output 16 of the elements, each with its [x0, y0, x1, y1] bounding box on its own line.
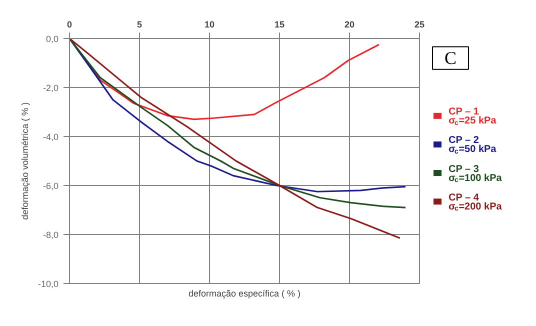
- y-axis-title: deformação volumétrica ( % ): [20, 102, 30, 220]
- y-tick-label: 0,0: [46, 34, 59, 44]
- y-tick-label: -6,0: [42, 181, 59, 191]
- x-tick-label: 10: [204, 20, 215, 30]
- y-tick-label: -2,0: [42, 83, 59, 93]
- x-tick-label: 20: [344, 20, 355, 30]
- x-axis-title: deformação específica ( % ): [188, 288, 301, 298]
- x-tick-label: 5: [136, 20, 142, 30]
- line-series: [70, 38, 401, 239]
- y-tick-label: -10,0: [38, 279, 58, 289]
- y-tick-label: -8,0: [42, 230, 59, 240]
- x-tick-label: 15: [274, 20, 285, 30]
- y-tick-label: -4,0: [42, 132, 59, 142]
- x-tick-label: 25: [414, 20, 425, 30]
- x-tick-label: 0: [66, 20, 72, 30]
- text: C: [444, 48, 457, 68]
